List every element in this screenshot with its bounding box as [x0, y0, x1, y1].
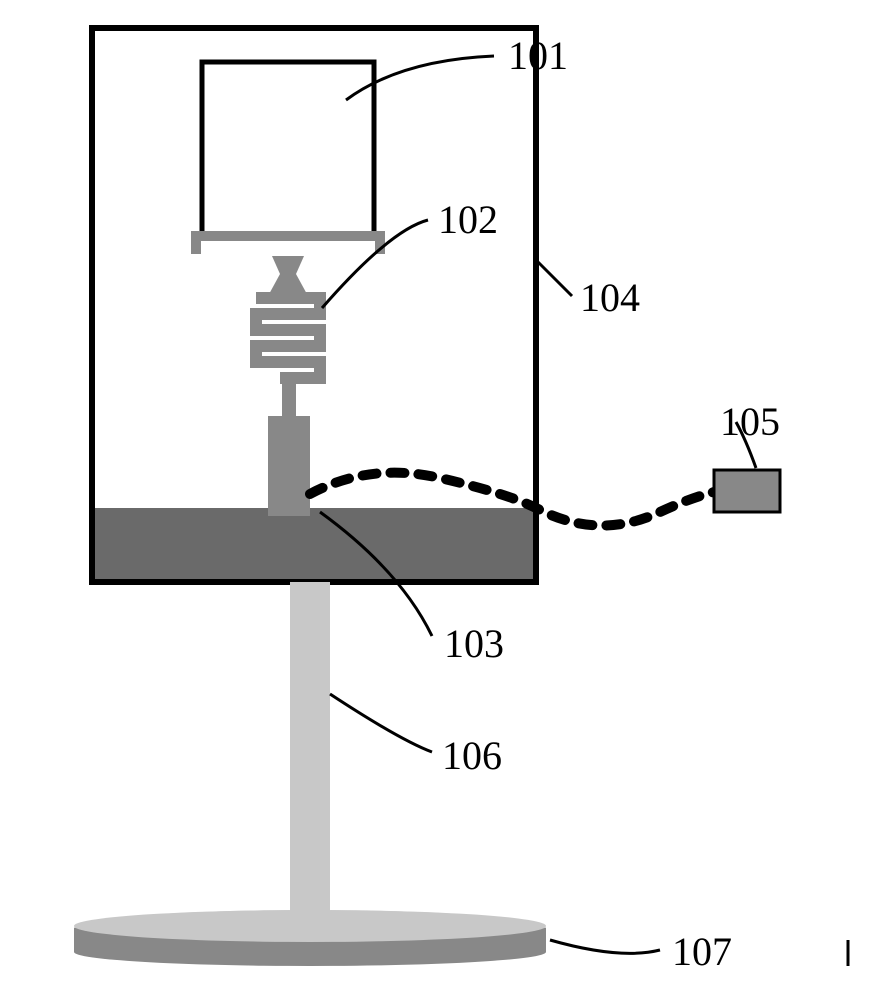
label-105: 105 [720, 398, 780, 445]
base-disk-bottom [74, 938, 546, 966]
label-104: 104 [580, 274, 640, 321]
funnel-top [272, 256, 304, 274]
cylinder-element [268, 416, 310, 516]
leader-106 [330, 694, 432, 752]
label-102: 102 [438, 196, 498, 243]
leader-104 [536, 260, 572, 296]
schematic-diagram [0, 0, 870, 1000]
label-106: 106 [442, 732, 502, 779]
connecting-rod [282, 378, 296, 416]
inner-base-slab [95, 508, 533, 579]
leader-107 [550, 940, 660, 953]
stand-post [290, 582, 330, 924]
spring-element [256, 298, 320, 378]
label-101: 101 [508, 32, 568, 79]
label-107: 107 [672, 928, 732, 975]
base-disk-top2 [74, 910, 546, 942]
holder-bracket [196, 236, 380, 254]
label-103: 103 [444, 620, 504, 667]
external-box [714, 470, 780, 512]
inner-top-box [202, 62, 374, 234]
